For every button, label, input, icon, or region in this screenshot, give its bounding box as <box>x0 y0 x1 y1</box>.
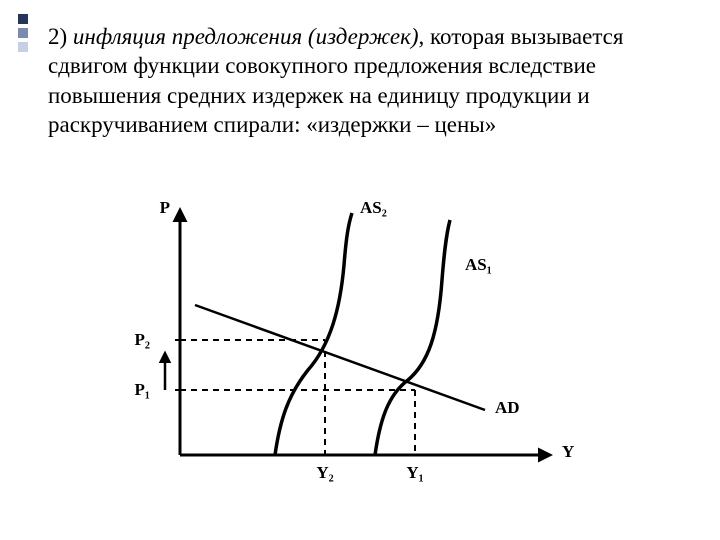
p1-label: P₁ <box>135 380 150 399</box>
body-text: 2) инфляция предложения (издержек), кото… <box>48 22 668 140</box>
slide: 2) инфляция предложения (издержек), кото… <box>0 0 720 540</box>
ad-curve <box>195 305 485 410</box>
bullet-square-3 <box>18 42 28 52</box>
as1-curve <box>375 220 450 455</box>
corner-bullets <box>18 14 28 56</box>
y-axis-label: P <box>160 198 170 217</box>
lead-number: 2) <box>48 24 73 49</box>
as-ad-chart: P Y AS₂ AS₁ AD P₂ P₁ Y₂ Y₁ <box>120 195 600 515</box>
as2-label: AS₂ <box>360 198 387 217</box>
bullet-square-2 <box>18 28 28 38</box>
term-italic: инфляция предложения (издержек) <box>73 24 419 49</box>
y2-label: Y₂ <box>316 463 333 482</box>
y1-label: Y₁ <box>406 463 423 482</box>
p2-label: P₂ <box>135 330 150 349</box>
as1-label: AS₁ <box>465 255 492 274</box>
ad-label: AD <box>495 398 520 417</box>
as2-curve <box>275 213 352 455</box>
x-axis-label: Y <box>562 442 574 461</box>
bullet-square-1 <box>18 14 28 24</box>
